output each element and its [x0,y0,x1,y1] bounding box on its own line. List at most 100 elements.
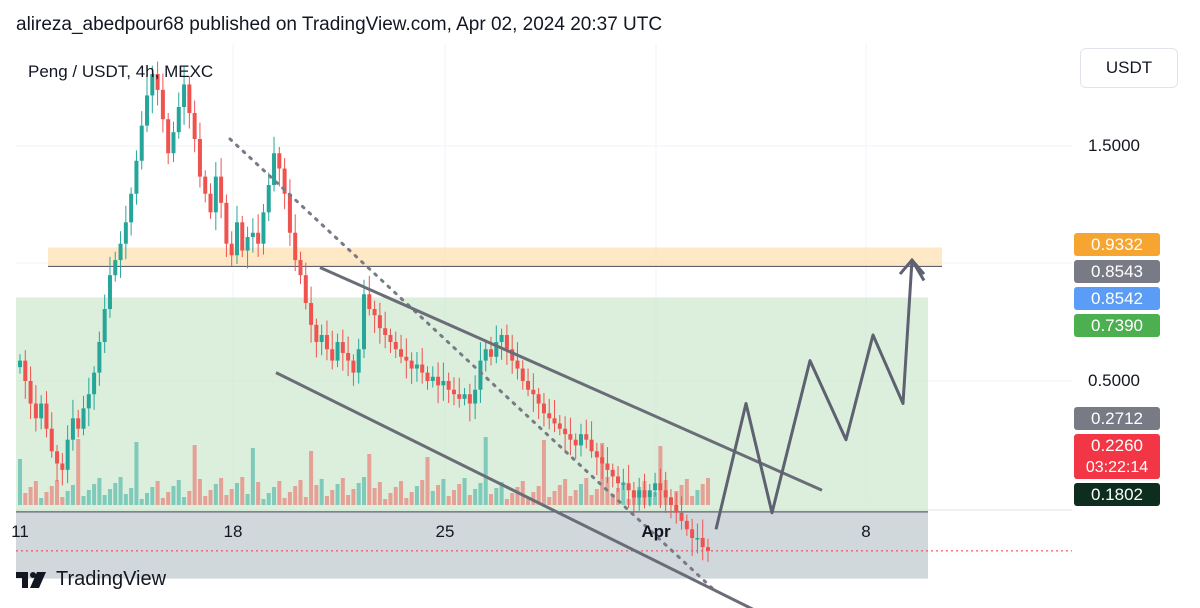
volume-bar [573,490,578,505]
volume-bar [473,489,478,505]
candle-body [621,483,626,485]
volume-bar [49,486,54,505]
candle-body [399,349,404,357]
candle-body [160,89,165,120]
volume-bar [303,497,308,505]
candle-body [679,512,684,521]
candle-body [494,342,499,357]
volume-bar [277,481,282,505]
volume-bar [531,492,536,505]
volume-bar [547,497,552,505]
volume-bar [594,489,599,505]
candle-body [451,389,456,395]
candle-body [70,418,75,440]
volume-bar [362,477,366,505]
volume-bar [70,485,75,505]
candle-body [86,394,91,409]
volume-bar [414,486,419,505]
volume-bar [446,496,451,505]
volume-bar [462,478,467,505]
candle-body [330,349,335,361]
volume-bar [118,477,123,505]
volume-bar [589,495,594,505]
price-label-gray-low: 0.2712 [1074,407,1160,430]
volume-bar [552,491,557,505]
candle-body [123,222,128,244]
volume-bar [451,490,456,505]
volume-bar [282,498,287,505]
volume-bar [76,439,81,505]
publish-header: alireza_abedpour68 published on TradingV… [16,14,663,35]
candle-body [92,372,97,395]
candle-body [224,202,229,244]
volume-bar [208,490,213,505]
volume-bar [314,485,319,505]
price-label-dark: 0.1802 [1074,483,1160,506]
volume-bar [60,497,65,505]
candle-body [499,334,504,343]
candle-body [631,490,636,498]
volume-bar [129,488,134,505]
candle-body [489,349,494,357]
candle-body [213,176,218,213]
candle-body [60,463,65,470]
price-label-gray: 0.8543 [1074,260,1160,283]
volume-bar [176,480,181,505]
candle-body [229,243,234,256]
volume-bar [150,487,155,505]
volume-bar [266,493,271,505]
candle-body [409,360,414,369]
volume-bar [499,482,504,505]
candle-body [504,334,509,350]
volume-bar [92,484,97,505]
candle-body [245,237,250,251]
volume-bar [250,448,255,505]
volume-bar [393,487,398,505]
candle-body [647,490,652,498]
volume-bar [293,486,298,505]
volume-bar [213,484,218,505]
candle-body [166,119,171,154]
candle-body [616,476,621,484]
price-label-blue: 0.8542 [1074,287,1160,310]
volume-bar [695,490,700,505]
volume-bar [409,492,414,505]
candle-body [256,232,261,244]
volume-bar [256,482,261,505]
candle-body [663,490,668,498]
time-tick: 18 [223,522,243,541]
candle-body [420,364,425,373]
candle-body [658,483,663,491]
candle-body [39,403,44,419]
candle-body [573,439,578,446]
candle-body [483,349,488,361]
volume-bar [192,445,197,505]
bar-countdown: 03:22:14 [1074,457,1160,479]
volume-bar [219,478,224,505]
volume-bar [81,496,86,505]
candle-body [102,309,107,343]
currency-button[interactable]: USDT [1080,48,1178,88]
volume-bar [272,487,277,505]
candle-body [695,538,700,540]
volume-bar [134,442,139,505]
downtrend-dotted-line [228,137,714,590]
candle-body [383,328,388,335]
candle-body [44,403,49,429]
candle-body [76,418,81,429]
price-zones [16,247,1072,579]
volume-bar [367,454,372,505]
candle-body [240,222,245,251]
candle-body [684,520,689,530]
candle-body [145,95,150,126]
volume-bar [86,490,91,505]
candle-body [462,394,467,399]
candle-body [293,232,298,261]
candle-body [155,74,160,90]
volume-bar [229,489,234,505]
price-label-orange: 0.9332 [1074,233,1160,256]
volume-bar [377,482,382,505]
volume-bar [584,478,589,505]
volume-bar [187,491,192,505]
